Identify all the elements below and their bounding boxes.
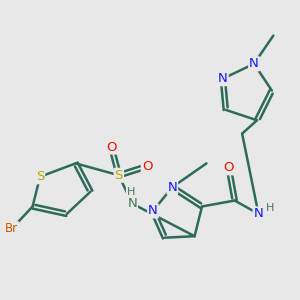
- Text: Br: Br: [5, 222, 18, 235]
- Text: O: O: [224, 161, 234, 174]
- Text: O: O: [142, 160, 152, 173]
- Text: O: O: [106, 140, 117, 154]
- Text: N: N: [127, 197, 137, 210]
- Text: S: S: [36, 170, 44, 183]
- Text: H: H: [127, 187, 135, 197]
- Text: N: N: [148, 204, 158, 218]
- Text: H: H: [266, 203, 274, 213]
- Text: N: N: [167, 181, 177, 194]
- Text: N: N: [218, 72, 228, 85]
- Text: N: N: [254, 207, 263, 220]
- Text: S: S: [115, 169, 123, 182]
- Text: N: N: [249, 57, 259, 70]
